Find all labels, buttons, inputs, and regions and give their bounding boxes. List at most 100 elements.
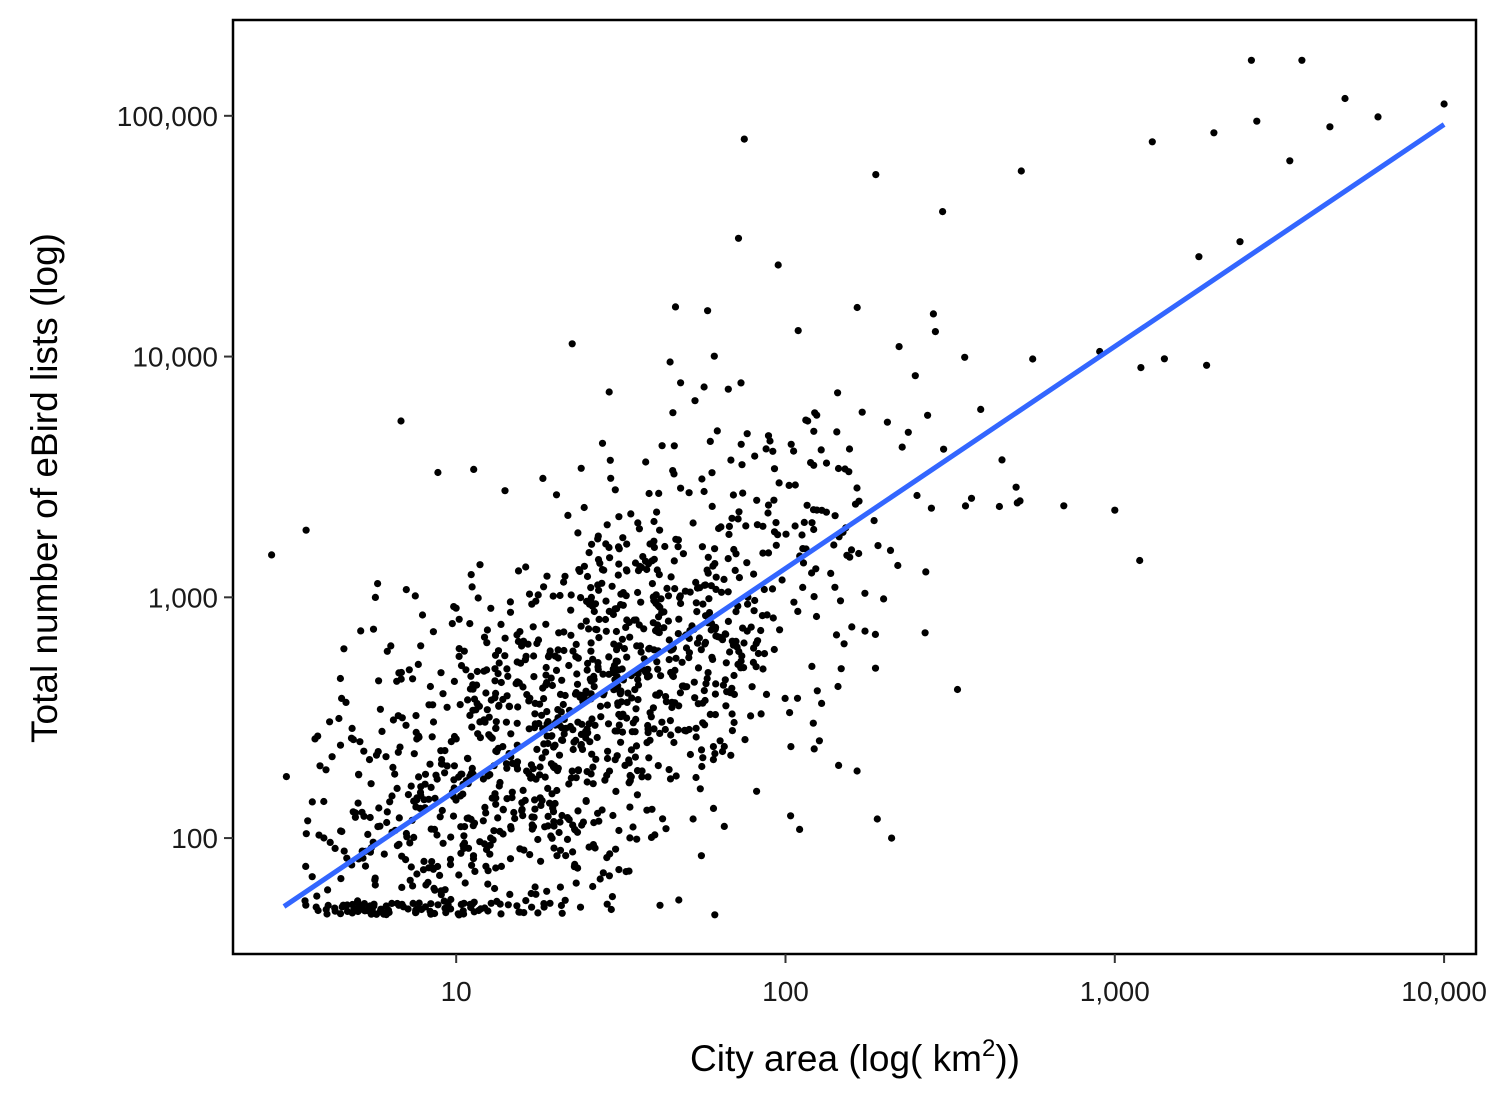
data-point (572, 879, 580, 887)
data-point (870, 517, 878, 525)
data-point (848, 623, 856, 631)
data-point (655, 629, 663, 637)
data-point (613, 605, 621, 613)
data-point (898, 443, 906, 451)
data-point (530, 673, 538, 681)
data-point (623, 698, 631, 707)
data-point (675, 615, 683, 623)
data-point (406, 876, 414, 884)
data-point (456, 701, 464, 709)
data-point (632, 705, 640, 713)
data-point (644, 729, 652, 737)
data-point (518, 805, 526, 814)
data-point (506, 598, 514, 606)
data-point (770, 645, 778, 654)
data-point (531, 699, 539, 708)
data-point (834, 682, 842, 691)
data-point (699, 719, 707, 727)
data-point (513, 719, 521, 727)
data-point (1017, 167, 1025, 175)
data-point (326, 838, 334, 847)
data-point (636, 642, 645, 650)
data-point (739, 489, 747, 497)
data-point (480, 633, 489, 641)
data-point (464, 844, 473, 852)
data-point (699, 600, 707, 608)
data-point (421, 770, 430, 778)
data-point (518, 642, 526, 650)
data-point (664, 617, 673, 625)
data-point (615, 826, 623, 835)
data-point (533, 745, 541, 754)
data-point (363, 906, 371, 915)
data-point (730, 718, 738, 727)
data-point (590, 683, 598, 691)
data-point (1326, 123, 1334, 131)
data-point (686, 750, 695, 759)
data-point (429, 864, 437, 872)
data-point (752, 663, 760, 671)
data-point (623, 714, 631, 722)
data-point (506, 855, 515, 863)
data-point (443, 762, 451, 770)
data-point (567, 591, 575, 599)
data-point (583, 572, 592, 581)
data-point (506, 890, 514, 899)
data-point (578, 720, 586, 728)
data-point (583, 778, 591, 786)
data-point (449, 812, 458, 820)
data-point (470, 465, 478, 473)
data-point (492, 718, 500, 726)
data-point (883, 418, 892, 426)
data-point (670, 557, 678, 565)
data-point (428, 733, 436, 741)
data-point (529, 765, 537, 773)
data-point (760, 650, 769, 658)
data-point (403, 833, 411, 841)
data-point (810, 525, 818, 534)
data-point (678, 658, 686, 666)
data-point (841, 465, 849, 473)
data-point (732, 608, 740, 616)
data-point (650, 646, 658, 654)
data-point (669, 409, 677, 417)
data-point (530, 652, 538, 660)
data-point (388, 792, 396, 800)
data-point (313, 892, 321, 900)
data-point (382, 911, 390, 919)
data-point (694, 700, 702, 708)
data-point (727, 751, 735, 759)
data-point (689, 815, 697, 823)
y-tick-label: 100,000 (117, 101, 218, 132)
data-point (813, 687, 821, 695)
data-point (557, 901, 566, 910)
data-point (364, 830, 372, 839)
data-point (544, 812, 552, 821)
data-point (704, 553, 712, 561)
data-point (667, 668, 675, 677)
data-point (627, 510, 635, 518)
data-point (724, 555, 732, 563)
data-point (513, 631, 521, 639)
data-point (550, 822, 558, 830)
data-point (711, 711, 720, 719)
data-point (685, 725, 693, 734)
data-point (735, 574, 744, 582)
data-point (323, 910, 331, 918)
data-point (560, 646, 568, 655)
data-point (506, 608, 515, 616)
data-point (606, 554, 614, 562)
data-point (787, 812, 795, 820)
data-point (743, 627, 751, 635)
data-point (522, 563, 530, 571)
data-point (873, 815, 881, 823)
data-point (710, 352, 718, 360)
data-point (404, 791, 412, 799)
data-point (658, 718, 666, 726)
data-point (623, 540, 631, 548)
data-point (501, 652, 509, 660)
data-point (724, 588, 732, 596)
data-point (455, 645, 463, 653)
data-point (712, 573, 720, 581)
data-point (656, 526, 664, 534)
